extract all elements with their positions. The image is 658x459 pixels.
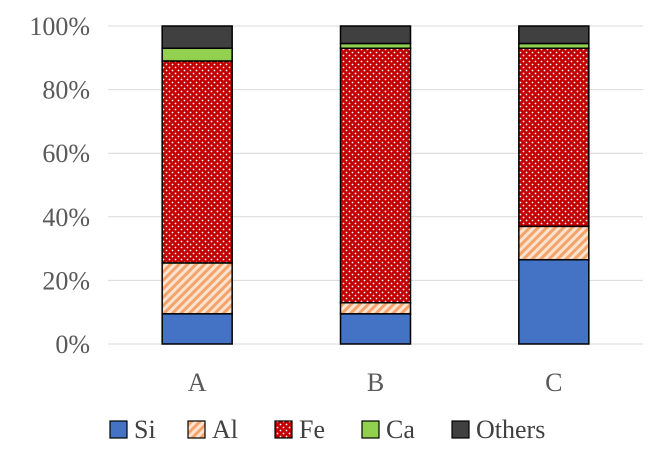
bar-segment-fe xyxy=(518,47,590,228)
legend-label: Al xyxy=(212,415,238,444)
y-tick-label: 100% xyxy=(29,12,90,41)
y-tick-label: 0% xyxy=(55,330,90,359)
legend-item-fe: Fe xyxy=(274,415,325,444)
y-tick-label: 20% xyxy=(42,266,90,295)
y-tick-label: 40% xyxy=(42,203,90,232)
bar-segment-others xyxy=(339,25,412,45)
legend-swatch xyxy=(187,420,206,439)
legend-swatch xyxy=(274,420,293,439)
bar-segment-fe xyxy=(161,60,233,264)
legend-label: Si xyxy=(134,415,156,444)
x-category-label: B xyxy=(367,368,384,397)
bar-segment-al xyxy=(518,225,590,261)
legend-item-ca: Ca xyxy=(361,415,415,444)
legend-label: Ca xyxy=(386,415,415,444)
legend-item-si: Si xyxy=(109,415,156,444)
bar-segment-si xyxy=(518,258,590,345)
x-category-label: C xyxy=(545,368,562,397)
y-axis-ticks: 0% 20% 40% 60% 80% 100% xyxy=(29,12,90,359)
x-category-label: A xyxy=(188,368,207,397)
legend-swatch xyxy=(451,420,470,439)
y-tick-label: 80% xyxy=(42,76,90,105)
bar-segment-others xyxy=(518,25,590,45)
bar-segment-si xyxy=(339,313,412,345)
bar-segment-al xyxy=(339,301,412,315)
legend-label: Others xyxy=(476,415,545,444)
legend-label: Fe xyxy=(299,415,325,444)
bar-segment-others xyxy=(161,25,233,50)
bar-segment-al xyxy=(161,262,233,315)
bar-segment-ca xyxy=(161,47,233,62)
legend-item-others: Others xyxy=(451,415,545,444)
bars xyxy=(161,25,590,345)
legend-swatch xyxy=(361,420,380,439)
legend-swatch xyxy=(109,420,128,439)
bar-segment-fe xyxy=(339,47,412,304)
bar-group-B xyxy=(339,25,412,345)
legend-item-al: Al xyxy=(187,415,238,444)
y-tick-label: 60% xyxy=(42,139,90,168)
bar-group-A xyxy=(161,25,233,345)
legend: Si Al Fe Ca Others xyxy=(109,415,545,444)
bar-group-C xyxy=(518,25,590,345)
x-axis-categories: A B C xyxy=(188,368,563,397)
bar-segment-si xyxy=(161,313,233,345)
